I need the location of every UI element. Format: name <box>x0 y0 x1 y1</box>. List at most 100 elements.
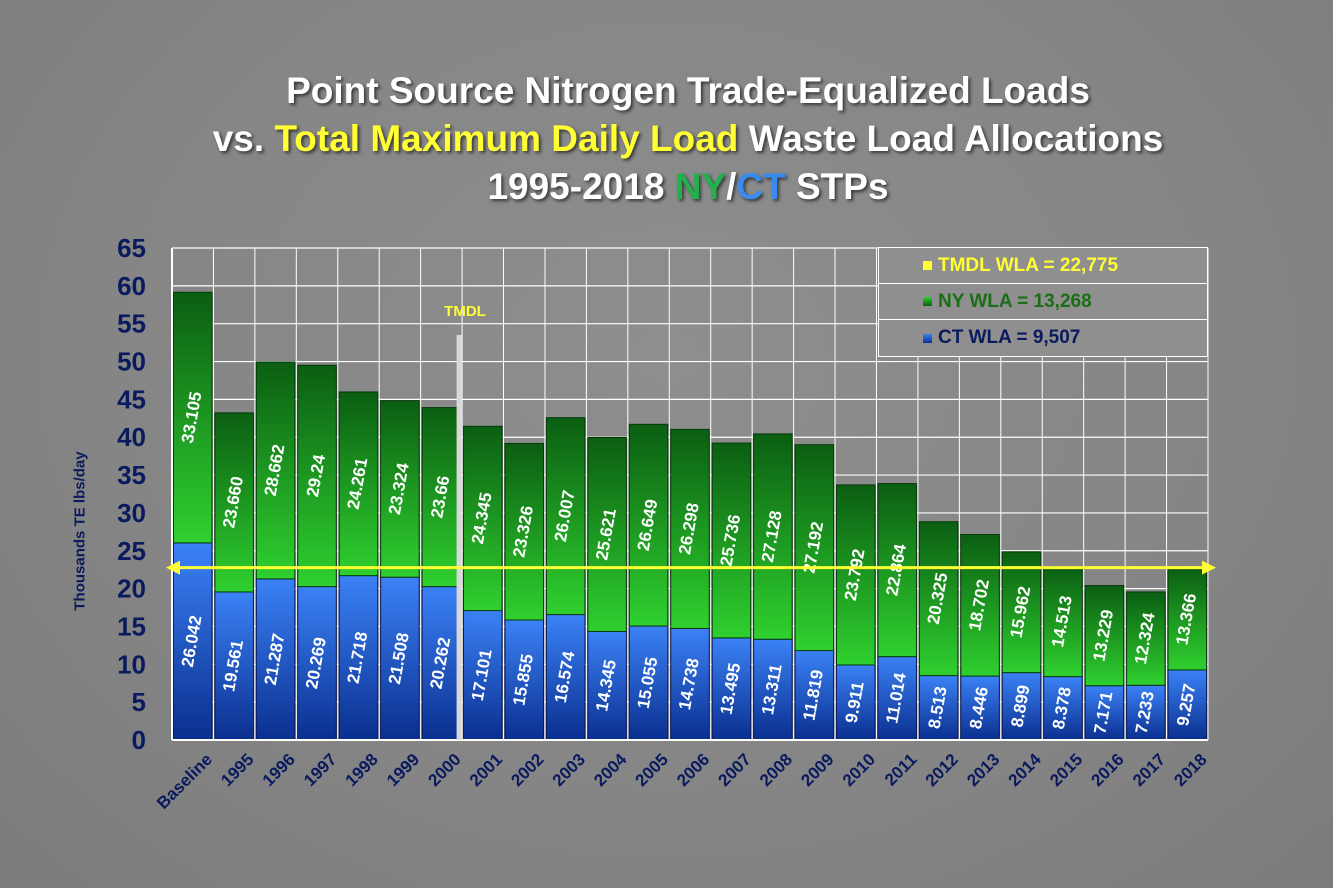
bar-ny <box>1084 585 1125 687</box>
x-tick-label: 2012 <box>922 750 962 790</box>
x-tick-label: 2016 <box>1088 750 1128 790</box>
bar-ny <box>960 534 1000 677</box>
bar-ct <box>1001 672 1042 741</box>
bar-ny <box>1167 568 1208 671</box>
bar-ct <box>1126 684 1166 741</box>
x-tick-label: 2017 <box>1129 750 1169 790</box>
arrowhead-left <box>166 560 180 575</box>
x-tick-label: 2006 <box>673 750 713 790</box>
y-tick-label: 0 <box>132 725 146 755</box>
bar-ny <box>1043 566 1083 678</box>
x-tick-label: 1995 <box>217 750 257 790</box>
x-tick-label: 2001 <box>466 750 506 790</box>
y-tick-label: 45 <box>117 384 146 414</box>
y-tick-label: 40 <box>117 422 146 452</box>
bar-ct <box>835 664 876 741</box>
title-line2-highlight: Total Maximum Daily Load <box>274 118 739 159</box>
bar-ny <box>794 444 835 652</box>
legend-swatch-tmdl <box>923 261 932 270</box>
x-tick-label: 2005 <box>632 750 672 790</box>
bar-ct <box>1167 669 1208 741</box>
title-ny: NY <box>674 166 727 207</box>
bar-ny <box>172 291 213 544</box>
bar-ny <box>711 442 752 639</box>
x-tick-label: 2009 <box>797 750 837 790</box>
legend-swatch-ny <box>923 297 932 306</box>
x-tick-label: 2002 <box>507 750 547 790</box>
x-tick-label: 2000 <box>424 750 464 790</box>
bar-ny <box>670 428 710 629</box>
bar-ct <box>421 586 462 741</box>
chart-title-line2: vs. Total Maximum Daily Load Waste Load … <box>0 118 1333 160</box>
legend-label-ny: NY WLA = 13,268 <box>938 290 1092 312</box>
bar-ny <box>338 391 379 577</box>
bar-ct <box>960 675 1000 741</box>
legend: TMDL WLA = 22,775 NY WLA = 13,268 CT WLA… <box>878 247 1208 357</box>
bar-ct <box>794 650 835 741</box>
bar-ny <box>545 417 586 616</box>
legend-label-tmdl: TMDL WLA = 22,775 <box>938 254 1119 276</box>
y-tick-label: 65 <box>117 233 146 263</box>
bar-ct <box>297 586 337 741</box>
bar-ny <box>421 407 462 588</box>
bar-ny <box>753 433 793 640</box>
bar-ct <box>255 578 296 741</box>
bar-ny <box>255 361 296 580</box>
bar-ny <box>380 400 420 578</box>
x-tick-label: 1997 <box>300 750 340 790</box>
tmdl-marker-label: TMDL <box>444 303 486 320</box>
x-tick-label: 2003 <box>549 750 589 790</box>
x-tick-label: 2014 <box>1005 749 1046 790</box>
bar-ny <box>835 484 876 666</box>
y-tick-label: 20 <box>117 574 146 604</box>
bar-ny <box>463 425 503 612</box>
x-tick-label: Baseline <box>153 750 216 813</box>
bar-ny <box>628 423 669 627</box>
legend-item-ct: CT WLA = 9,507 <box>879 320 1207 356</box>
bar-ct <box>587 630 627 741</box>
x-tick-label: 2015 <box>1046 750 1086 790</box>
bar-ny <box>1001 551 1042 674</box>
title-line3-suffix: STPs <box>785 166 889 207</box>
bar-ct <box>711 637 752 741</box>
x-tick-label: 1999 <box>383 750 423 790</box>
bar-ny <box>918 521 959 677</box>
title-line2-prefix: vs. <box>212 118 275 159</box>
data-labels: 26.04233.10519.56123.66021.28728.66220.2… <box>178 390 1200 735</box>
x-tick-label: 2010 <box>839 750 879 790</box>
x-tick-label: 1998 <box>342 750 382 790</box>
x-tick-label: 2004 <box>590 749 631 790</box>
y-tick-label: 35 <box>117 460 146 490</box>
y-tick-label: 15 <box>117 611 146 641</box>
title-ct: CT <box>736 166 786 207</box>
title-line3-prefix: 1995-2018 <box>487 166 675 207</box>
bar-ct <box>670 627 710 741</box>
chart-title-line1: Point Source Nitrogen Trade-Equalized Lo… <box>286 70 1090 111</box>
y-tick-label: 50 <box>117 347 146 377</box>
y-tick-label: 10 <box>117 649 146 679</box>
y-tick-label: 5 <box>132 687 146 717</box>
bar-ct <box>628 625 669 741</box>
arrowhead-right <box>1202 560 1216 575</box>
bar-ny <box>877 483 917 658</box>
x-tick-label: 2011 <box>881 750 921 790</box>
x-tick-label: 2013 <box>963 750 1003 790</box>
title-sep: / <box>726 166 737 207</box>
bar-ny <box>1126 591 1166 686</box>
bar-ct <box>877 656 917 741</box>
bar-ny <box>504 442 545 621</box>
y-tick-label: 30 <box>117 498 146 528</box>
x-tick-label: 2018 <box>1170 750 1210 790</box>
legend-item-ny: NY WLA = 13,268 <box>879 284 1207 320</box>
chart-title-line3: 1995-2018 NY/CT STPs <box>0 166 1333 208</box>
legend-item-tmdl: TMDL WLA = 22,775 <box>879 248 1207 284</box>
y-tick-label: 60 <box>117 271 146 301</box>
y-tick-label: 55 <box>117 309 146 339</box>
x-tick-label: 2008 <box>756 750 796 790</box>
x-tick-label: 2007 <box>715 750 755 790</box>
x-tick-label: 1996 <box>259 750 299 790</box>
bar-ny <box>297 364 337 588</box>
legend-label-ct: CT WLA = 9,507 <box>938 327 1081 348</box>
